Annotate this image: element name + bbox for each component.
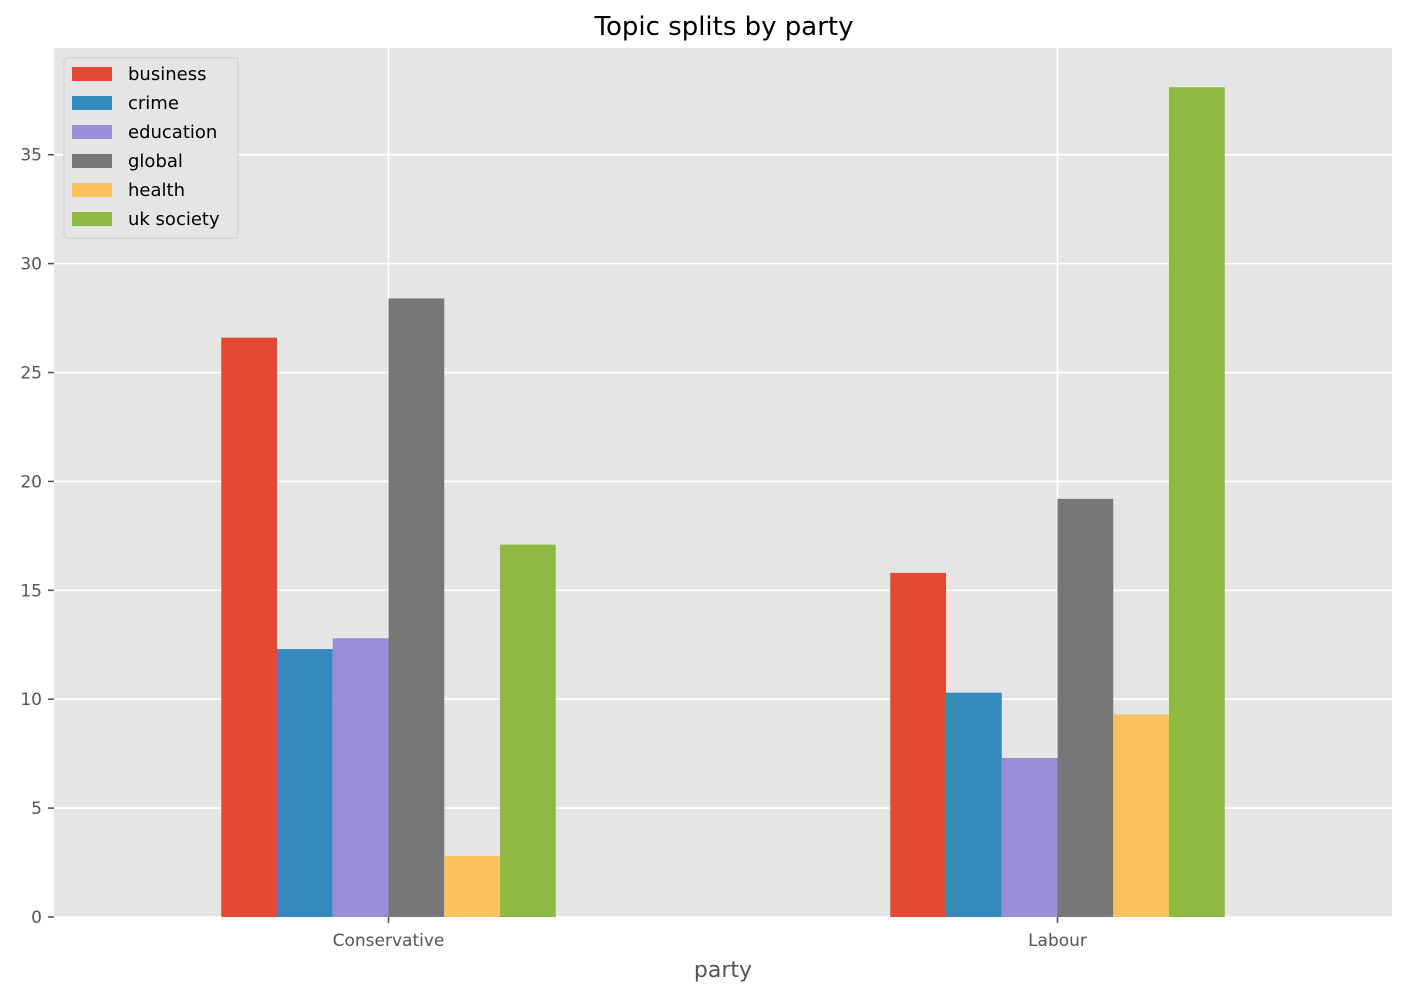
x-tick-label: Labour <box>1028 931 1087 951</box>
legend-label: education <box>128 122 217 143</box>
x-axis-label: party <box>694 958 752 983</box>
bar-crime-labour <box>946 692 1002 917</box>
bar-uk-society-conservative <box>500 544 556 917</box>
bar-health-labour <box>1113 714 1169 917</box>
legend-label: global <box>128 151 183 172</box>
y-tick-label: 30 <box>20 255 42 275</box>
legend-label: business <box>128 64 206 85</box>
bar-business-labour <box>890 572 946 917</box>
bar-crime-conservative <box>277 649 333 917</box>
legend-swatch <box>72 96 112 110</box>
y-tick-label: 20 <box>20 472 42 492</box>
bar-health-conservative <box>444 856 500 917</box>
legend-label: health <box>128 180 185 201</box>
bar-uk-society-labour <box>1169 87 1225 918</box>
y-tick-label: 5 <box>31 799 42 819</box>
legend: business crime education global health uk soc… <box>63 57 239 239</box>
bar-global-labour <box>1057 498 1114 917</box>
legend-swatch <box>72 212 112 226</box>
y-tick-label: 25 <box>20 364 42 384</box>
bar-education-conservative <box>332 638 389 917</box>
legend-label: crime <box>128 93 179 114</box>
y-tick-label: 0 <box>31 908 42 928</box>
legend-swatch <box>72 154 112 168</box>
bar-education-labour <box>1001 758 1058 917</box>
bars <box>221 87 1225 918</box>
legend-swatch <box>72 125 112 139</box>
y-tick-label: 10 <box>20 690 42 710</box>
y-tick-label: 15 <box>20 581 42 601</box>
y-tick-label: 35 <box>20 146 42 166</box>
bar-global-conservative <box>388 298 445 918</box>
legend-swatch <box>72 67 112 81</box>
legend-swatch <box>72 183 112 197</box>
legend-label: uk society <box>128 209 220 230</box>
axes: 0 5 10 15 20 25 30 35 Conservative Labour <box>20 146 1087 951</box>
bar-business-conservative <box>221 337 277 918</box>
x-tick-label: Conservative <box>333 931 445 951</box>
chart-title: Topic splits by party <box>593 12 853 42</box>
